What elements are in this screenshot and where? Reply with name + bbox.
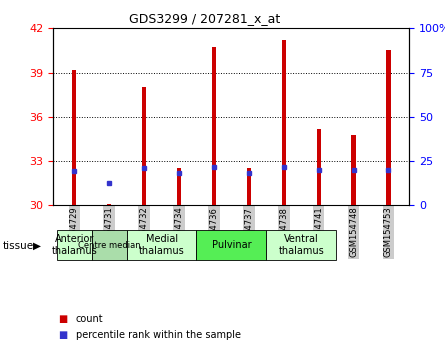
Bar: [386, 51, 391, 205]
Bar: [352, 135, 356, 205]
Text: Medial
thalamus: Medial thalamus: [139, 234, 185, 256]
Text: Centre median: Centre median: [78, 241, 141, 250]
Text: ■: ■: [58, 330, 67, 339]
Bar: [72, 70, 77, 205]
Text: ■: ■: [58, 314, 67, 324]
Text: Pulvinar: Pulvinar: [211, 240, 251, 250]
Bar: [212, 47, 216, 205]
Bar: [282, 40, 286, 205]
Text: count: count: [76, 314, 103, 324]
Bar: [92, 230, 127, 260]
Bar: [316, 129, 321, 205]
Bar: [177, 169, 181, 205]
Text: Ventral
thalamus: Ventral thalamus: [278, 234, 324, 256]
Bar: [127, 230, 197, 260]
Bar: [266, 230, 336, 260]
Bar: [142, 87, 146, 205]
Bar: [197, 230, 266, 260]
Text: ▶: ▶: [32, 241, 40, 251]
Bar: [107, 204, 111, 205]
Text: Anterior
thalamus: Anterior thalamus: [52, 234, 97, 256]
Text: GDS3299 / 207281_x_at: GDS3299 / 207281_x_at: [129, 12, 280, 25]
Bar: [57, 230, 92, 260]
Text: percentile rank within the sample: percentile rank within the sample: [76, 330, 241, 339]
Bar: [247, 169, 251, 205]
Text: tissue: tissue: [2, 241, 33, 251]
